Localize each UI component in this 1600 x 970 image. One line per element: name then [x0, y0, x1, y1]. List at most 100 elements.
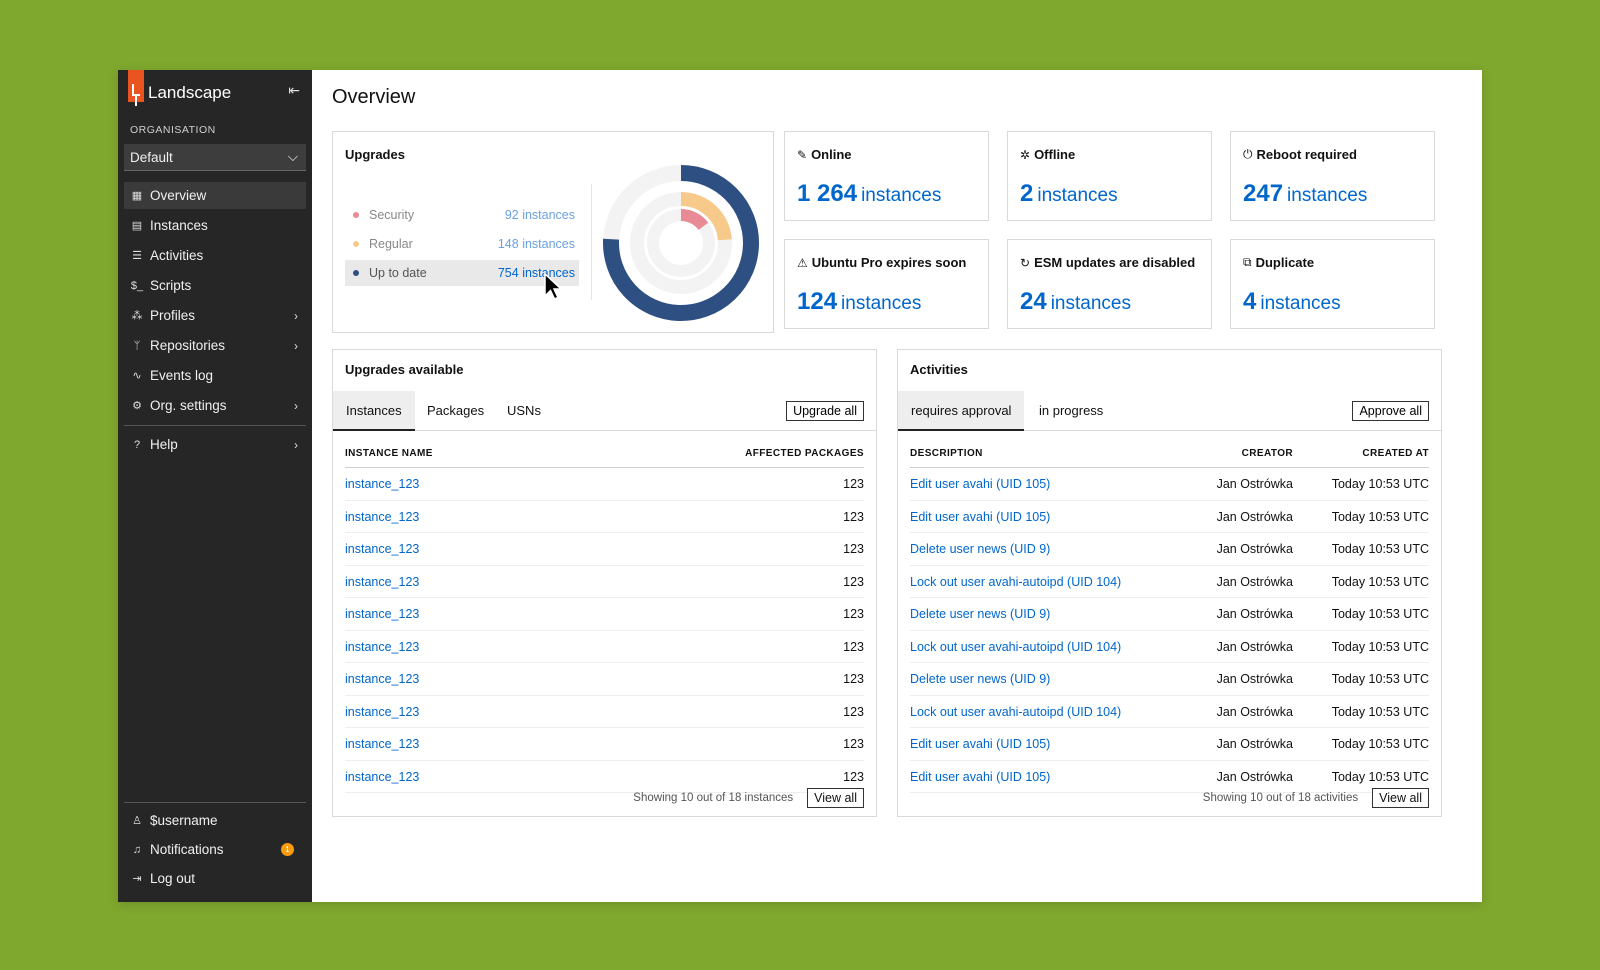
stat-card[interactable]: ✎ Online 1 264 instances [784, 131, 989, 221]
stat-card[interactable]: ↻ ESM updates are disabled 24 instances [1007, 239, 1212, 329]
column-header-creator[interactable]: CREATOR [1241, 448, 1293, 459]
sidebar-item-instances[interactable]: ▤ Instances [124, 212, 306, 239]
stat-card[interactable]: ⏻ Reboot required 247 instances [1230, 131, 1435, 221]
stat-value-link[interactable]: 2 instances [1020, 180, 1118, 208]
instance-link[interactable]: instance_123 [345, 477, 420, 491]
activity-link[interactable]: Delete user news (UID 9) [910, 672, 1051, 686]
instance-link[interactable]: instance_123 [345, 704, 420, 719]
stat-card[interactable]: ⧉ Duplicate 4 instances [1230, 239, 1435, 329]
sidebar-item-scripts[interactable]: $_ Scripts [124, 272, 306, 299]
legend-value[interactable]: 754 instances [497, 266, 575, 280]
table-header: INSTANCE NAME AFFECTED PACKAGES [345, 442, 864, 468]
sidebar-item-activities[interactable]: ☰ Activities [124, 242, 306, 269]
instance-link[interactable]: instance_123 [345, 542, 420, 556]
stat-value-link[interactable]: 4 instances [1243, 288, 1341, 316]
column-header-instance-name[interactable]: INSTANCE NAME [345, 448, 433, 459]
landscape-logo-icon [128, 70, 144, 102]
upgrades-available-title: Upgrades available [345, 362, 464, 377]
legend-row-security[interactable]: Security 92 instances [345, 202, 579, 228]
column-header-description[interactable]: DESCRIPTION [910, 448, 983, 459]
stat-value-link[interactable]: 1 264 instances [797, 180, 941, 208]
stat-card-title: ↻ ESM updates are disabled [1020, 255, 1195, 270]
activity-link[interactable]: Edit user avahi (UID 105) [910, 477, 1051, 491]
activity-created-at: Today 10:53 UTC [1331, 737, 1429, 751]
column-header-affected-packages[interactable]: AFFECTED PACKAGES [745, 448, 864, 459]
activity-link[interactable]: Edit user avahi (UID 105) [910, 509, 1051, 524]
activity-created-at: Today 10:53 UTC [1331, 477, 1429, 491]
legend-row-up-to-date[interactable]: Up to date 754 instances [345, 260, 579, 286]
instance-link[interactable]: instance_123 [345, 574, 420, 589]
organisation-select[interactable]: Default ⌵ [124, 144, 306, 171]
stat-value-link[interactable]: 24 instances [1020, 288, 1131, 316]
view-all-activities-button[interactable]: View all [1372, 788, 1429, 808]
activity-link[interactable]: Edit user avahi (UID 105) [910, 737, 1051, 751]
instance-link[interactable]: instance_123 [345, 639, 420, 654]
instance-link[interactable]: instance_123 [345, 607, 420, 621]
column-header-created-at[interactable]: CREATED AT [1362, 448, 1429, 459]
table-row: instance_123 123 [345, 761, 864, 793]
affected-packages-count: 123 [843, 704, 864, 719]
activity-link[interactable]: Edit user avahi (UID 105) [910, 769, 1051, 784]
tab-packages[interactable]: Packages [427, 403, 485, 418]
brand[interactable]: Landscape ⇤ [118, 70, 312, 112]
approve-all-button[interactable]: Approve all [1352, 401, 1429, 421]
legend-value[interactable]: 148 instances [497, 237, 575, 251]
stat-value-link[interactable]: 247 instances [1243, 180, 1367, 208]
tab-instances[interactable]: Instances [333, 391, 415, 431]
stat-card-title: ✎ Online [797, 147, 852, 162]
stat-card[interactable]: ⚠ Ubuntu Pro expires soon 124 instances [784, 239, 989, 329]
instance-link[interactable]: instance_123 [345, 509, 420, 524]
table-header: DESCRIPTION CREATOR CREATED AT [910, 442, 1429, 468]
stat-unit: instances [861, 185, 942, 206]
stat-unit: instances [841, 293, 922, 314]
legend-row-regular[interactable]: Regular 148 instances [345, 231, 579, 257]
activity-link[interactable]: Delete user news (UID 9) [910, 607, 1051, 621]
stat-card[interactable]: ✲ Offline 2 instances [1007, 131, 1212, 221]
table-row: instance_123 123 [345, 631, 864, 663]
tab-requires-approval[interactable]: requires approval [898, 391, 1025, 431]
collapse-sidebar-icon[interactable]: ⇤ [288, 82, 300, 98]
table-row: instance_123 123 [345, 501, 864, 533]
sidebar-item-label: $username [150, 813, 218, 828]
upgrade-all-button[interactable]: Upgrade all [786, 401, 864, 421]
activity-creator: Jan Ostrówka [1216, 704, 1293, 719]
page-title: Overview [332, 86, 416, 108]
instance-link[interactable]: instance_123 [345, 672, 420, 686]
table-row: instance_123 123 [345, 566, 864, 598]
activity-created-at: Today 10:53 UTC [1331, 672, 1429, 686]
sidebar-item-label: Log out [150, 871, 196, 886]
activity-link[interactable]: Delete user news (UID 9) [910, 542, 1051, 556]
affected-packages-count: 123 [843, 477, 864, 491]
sidebar-item-logout[interactable]: ⇥ Log out [124, 865, 306, 892]
sidebar-item-org-settings[interactable]: ⚙ Org. settings › [124, 392, 306, 419]
activity-link[interactable]: Lock out user avahi-autoipd (UID 104) [910, 704, 1122, 719]
instance-link[interactable]: instance_123 [345, 769, 420, 784]
sidebar-item-repositories[interactable]: ᛘ Repositories › [124, 332, 306, 359]
activity-link[interactable]: Lock out user avahi-autoipd (UID 104) [910, 639, 1122, 654]
table-row: Edit user avahi (UID 105) Jan Ostrówka Tod… [910, 468, 1429, 501]
sidebar-item-overview[interactable]: ▦ Overview [124, 182, 306, 209]
activity-creator: Jan Ostrówka [1216, 607, 1293, 621]
sidebar-item-events-log[interactable]: ∿ Events log [124, 362, 306, 389]
tab-usns[interactable]: USNs [507, 403, 541, 418]
stat-title-text: Ubuntu Pro expires soon [811, 255, 967, 270]
tab-in-progress[interactable]: in progress [1039, 403, 1104, 418]
sidebar-item-profiles[interactable]: ⁂ Profiles › [124, 302, 306, 329]
stat-number: 4 [1243, 288, 1257, 315]
donut-segment-up-to-date[interactable] [603, 165, 759, 321]
donut-segment-regular[interactable] [680, 192, 732, 241]
stat-value-link[interactable]: 124 instances [797, 288, 921, 316]
activity-creator: Jan Ostrówka [1216, 639, 1293, 654]
donut-segment-security[interactable] [680, 209, 709, 231]
sidebar-item-username[interactable]: ♙ $username [124, 807, 306, 834]
instance-link[interactable]: instance_123 [345, 737, 420, 751]
sidebar-item-help[interactable]: ? Help › [124, 431, 306, 458]
view-all-instances-button[interactable]: View all [807, 788, 864, 808]
legend-value[interactable]: 92 instances [504, 208, 575, 222]
sidebar-item-notifications[interactable]: ♫ Notifications 1 [124, 836, 306, 863]
activity-link[interactable]: Lock out user avahi-autoipd (UID 104) [910, 574, 1122, 589]
stat-unit: instances [1050, 293, 1131, 314]
activity-created-at: Today 10:53 UTC [1331, 769, 1429, 784]
upgrades-count-text: Showing 10 out of 18 instances [633, 792, 794, 804]
legend-dot [353, 212, 359, 218]
